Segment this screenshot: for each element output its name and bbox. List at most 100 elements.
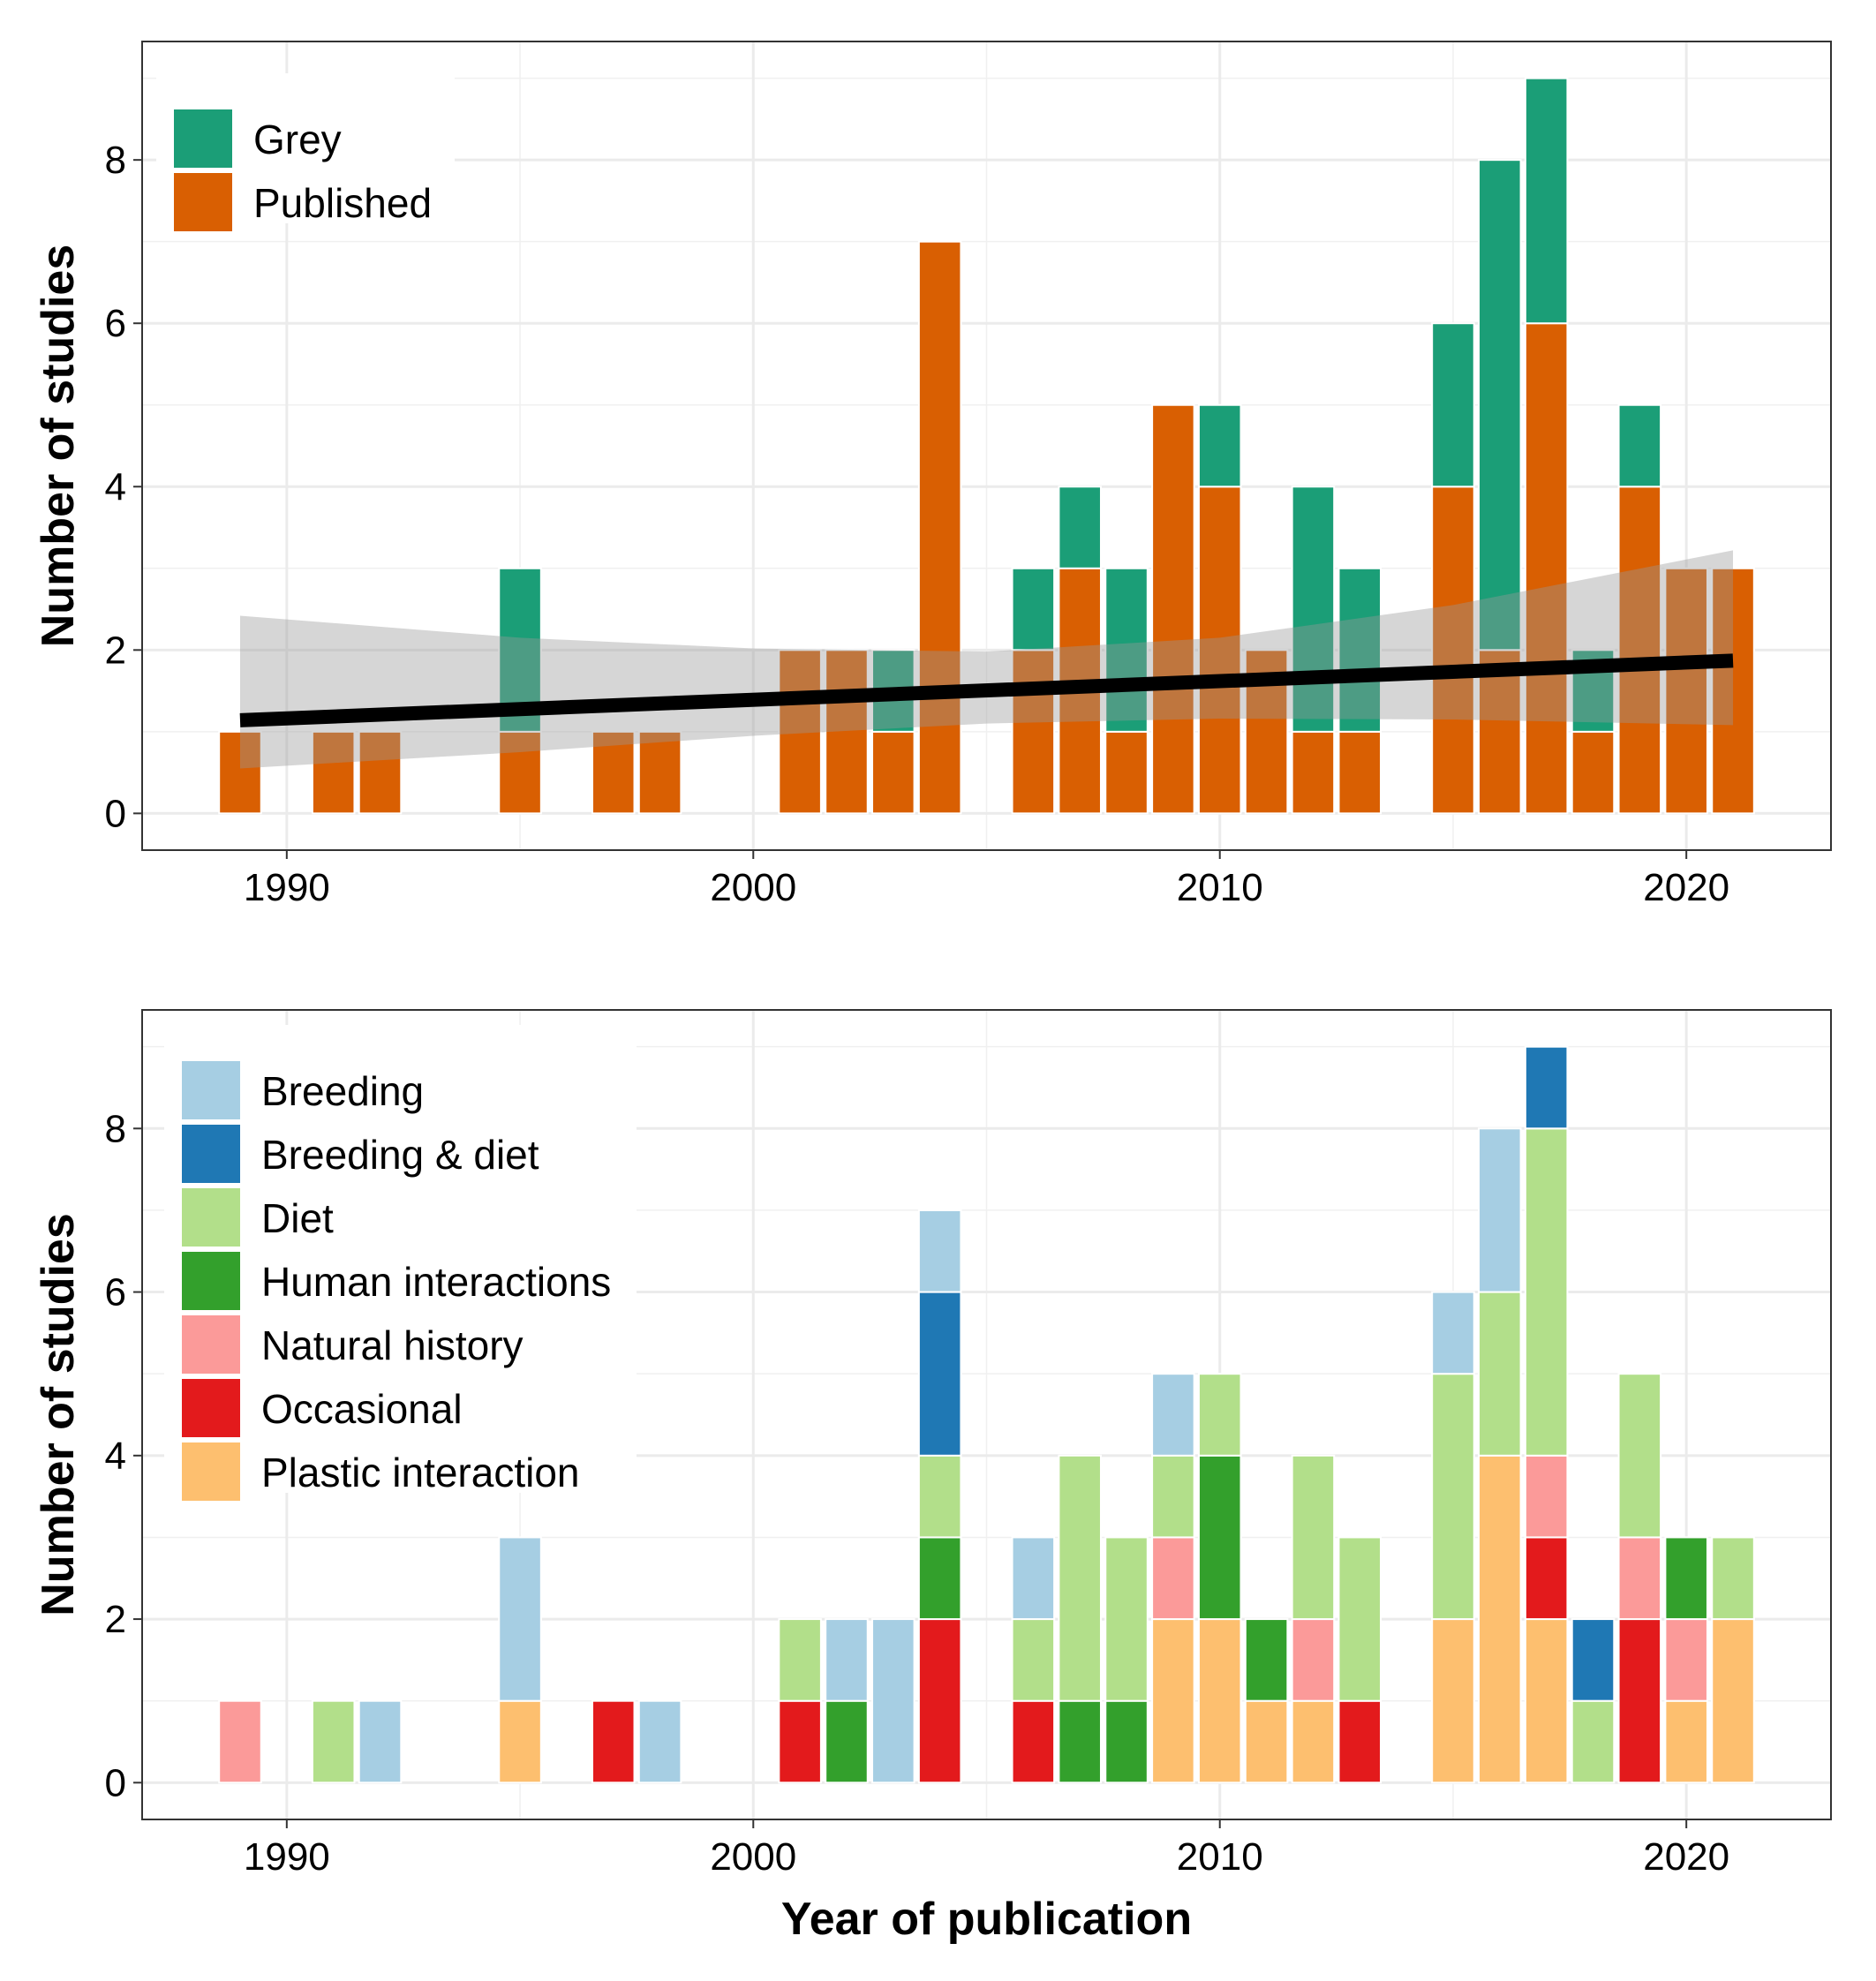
legend-swatch-diet xyxy=(182,1188,240,1247)
y-tick-label: 0 xyxy=(105,1761,126,1804)
bar-2021-published xyxy=(1711,567,1755,815)
y-tick-label: 8 xyxy=(105,139,126,182)
bar-2012-grey xyxy=(1291,486,1336,733)
y-tick-label: 4 xyxy=(105,1435,126,1478)
bar-2017-breeding-and-diet xyxy=(1524,1045,1569,1130)
legend-swatch-occasional xyxy=(182,1379,240,1437)
bar-2012-plastic-interaction xyxy=(1291,1699,1336,1784)
bar-2015-breeding xyxy=(1431,1291,1475,1375)
bar-1989-published xyxy=(218,730,262,815)
bar-1998-published xyxy=(637,730,682,815)
bar-1997-published xyxy=(591,730,636,815)
bar-2009-published xyxy=(1151,403,1195,815)
legend-swatch-published xyxy=(174,173,232,231)
x-tick-label: 2000 xyxy=(710,866,796,909)
bar-2015-diet xyxy=(1431,1373,1475,1621)
bars xyxy=(218,1045,1755,1784)
bar-2013-grey xyxy=(1337,567,1383,733)
bar-2017-published xyxy=(1524,322,1569,815)
bar-2003-breeding xyxy=(871,1618,915,1784)
legend-label-diet: Diet xyxy=(261,1195,334,1241)
y-tick-label: 4 xyxy=(105,465,126,508)
bar-2004-occasional xyxy=(917,1618,962,1784)
bar-2001-occasional xyxy=(778,1699,822,1784)
y-tick-label: 6 xyxy=(105,1271,126,1314)
bar-2015-published xyxy=(1431,486,1475,815)
bar-2004-published xyxy=(917,240,962,815)
legend-label-published: Published xyxy=(253,180,432,226)
chart-panel-2: 1990 2000 2010 2020 0 2 4 6 8 Number of studies Ye… xyxy=(33,1009,1832,1945)
x-tick-label: 2020 xyxy=(1643,1835,1729,1879)
bar-1991-diet xyxy=(311,1699,356,1784)
bar-2019-published xyxy=(1617,486,1662,815)
y-tick-label: 0 xyxy=(105,792,126,835)
bar-2006-published xyxy=(1011,649,1056,815)
axes: 1990 2000 2010 2020 0 2 4 6 8 Number of studies Ye… xyxy=(33,1107,1729,1945)
bar-1998-breeding xyxy=(637,1699,682,1784)
bar-2013-published xyxy=(1337,730,1383,815)
legend-label-breeding-and-diet: Breeding & diet xyxy=(261,1132,539,1178)
legend-label-natural-history: Natural history xyxy=(261,1322,524,1368)
bar-2010-diet xyxy=(1197,1373,1242,1457)
bar-2020-natural-history xyxy=(1664,1618,1708,1702)
bar-2017-occasional xyxy=(1524,1536,1569,1621)
bar-2007-human-interactions xyxy=(1058,1699,1102,1784)
bar-2011-plastic-interaction xyxy=(1244,1699,1289,1784)
bar-1992-breeding xyxy=(358,1699,403,1784)
bar-1991-published xyxy=(311,730,356,815)
bar-2010-human-interactions xyxy=(1197,1454,1242,1621)
legend-label-human-interactions: Human interactions xyxy=(261,1259,611,1305)
x-tick-label: 2010 xyxy=(1177,866,1263,909)
bar-2004-human-interactions xyxy=(917,1536,962,1621)
legend-label-breeding: Breeding xyxy=(261,1068,424,1114)
bar-2006-diet xyxy=(1011,1618,1056,1702)
bar-2016-grey xyxy=(1478,159,1522,652)
bar-2019-diet xyxy=(1617,1373,1662,1539)
legend-label-grey: Grey xyxy=(253,117,342,162)
bar-2018-diet xyxy=(1571,1699,1616,1784)
bar-2008-human-interactions xyxy=(1104,1699,1149,1784)
bar-2010-plastic-interaction xyxy=(1197,1618,1242,1784)
legend-label-plastic-interaction: Plastic interaction xyxy=(261,1450,580,1495)
y-tick-label: 8 xyxy=(105,1107,126,1150)
panel-border xyxy=(141,41,1832,851)
legend: Grey Published xyxy=(156,73,455,231)
trend-line xyxy=(239,653,1734,727)
bar-2018-breeding-and-diet xyxy=(1571,1618,1616,1702)
legend-swatch-human-interactions xyxy=(182,1252,240,1310)
axes: 1990 2000 2010 2020 0 2 4 6 8 Number of studies xyxy=(33,139,1729,909)
legend-background xyxy=(164,1025,637,1493)
bar-2004-breeding-and-diet xyxy=(917,1291,962,1457)
bar-2006-occasional xyxy=(1011,1699,1056,1784)
bar-2002-human-interactions xyxy=(825,1699,869,1784)
bar-2020-human-interactions xyxy=(1664,1536,1708,1621)
x-tick-label: 1990 xyxy=(244,1835,330,1879)
bar-2004-diet xyxy=(917,1454,962,1539)
bar-2012-natural-history xyxy=(1291,1618,1336,1702)
legend-swatch-plastic-interaction xyxy=(182,1442,240,1501)
bar-2012-published xyxy=(1291,730,1336,815)
bar-1997-occasional xyxy=(591,1699,636,1784)
bar-2008-diet xyxy=(1104,1536,1149,1702)
bar-2009-natural-history xyxy=(1151,1536,1195,1621)
bar-2013-occasional xyxy=(1337,1699,1383,1784)
bar-2010-grey xyxy=(1197,403,1242,488)
bar-2003-published xyxy=(871,730,915,815)
bar-2007-diet xyxy=(1058,1454,1102,1702)
legend: Breeding Breeding & diet Diet Human interac… xyxy=(164,1025,637,1501)
bar-2021-diet xyxy=(1711,1536,1755,1621)
bar-2016-breeding xyxy=(1478,1127,1522,1293)
legend-swatch-grey xyxy=(174,109,232,168)
legend-swatch-breeding-and-diet xyxy=(182,1125,240,1183)
bar-1995-published xyxy=(498,730,542,815)
bar-2020-plastic-interaction xyxy=(1664,1699,1708,1784)
bar-2021-plastic-interaction xyxy=(1711,1618,1755,1784)
bar-2009-plastic-interaction xyxy=(1151,1618,1195,1784)
bar-2007-grey xyxy=(1058,486,1102,569)
bar-1992-published xyxy=(358,730,403,815)
bars xyxy=(218,77,1755,815)
bar-2002-breeding xyxy=(825,1618,869,1702)
y-axis-title: Number of studies xyxy=(33,1213,84,1616)
bar-2017-diet xyxy=(1524,1127,1569,1457)
